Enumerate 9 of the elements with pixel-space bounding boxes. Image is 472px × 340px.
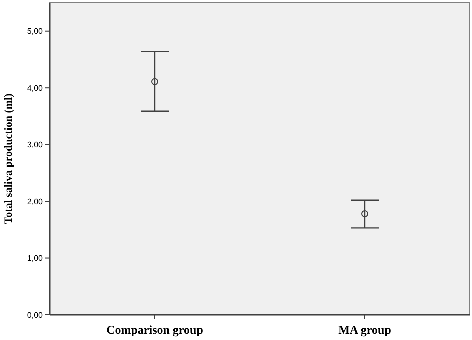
y-tick-label: 3,00 bbox=[27, 140, 44, 150]
y-tick-label: 5,00 bbox=[27, 27, 44, 36]
y-tick-label: 4,00 bbox=[27, 84, 44, 93]
x-tick-label: MA group bbox=[338, 323, 392, 337]
y-tick-label: 2,00 bbox=[27, 197, 44, 206]
y-tick-label: 0,00 bbox=[27, 310, 44, 320]
y-axis-title: Total saliva production (ml) bbox=[3, 93, 15, 224]
x-tick-label: Comparison group bbox=[106, 323, 204, 337]
y-tick-label: 1,00 bbox=[27, 254, 44, 264]
